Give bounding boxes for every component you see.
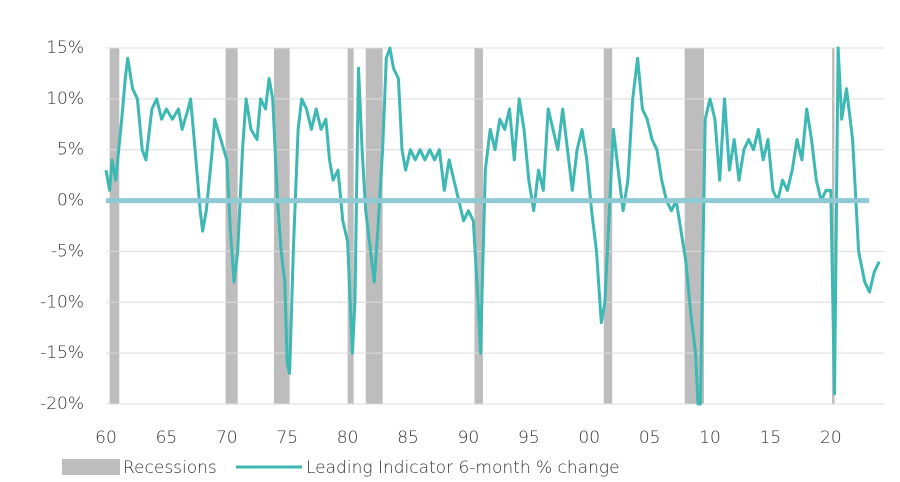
x-tick-label: 05 [639,428,661,448]
recession-band [347,48,354,404]
recession-band [365,48,383,404]
legend-label: Recessions [123,458,217,478]
x-tick-label: 80 [337,428,359,448]
recession-band [832,48,835,404]
legend-swatch-recessions [62,459,120,475]
x-tick-label: 65 [156,428,178,448]
y-tick-label: 0% [57,191,84,211]
x-tick-label: 15 [760,428,782,448]
series-line [104,46,881,406]
y-tick-label: -10% [40,292,84,312]
y-tick-label: -15% [40,343,84,363]
x-tick-label: 60 [95,428,117,448]
x-tick-label: 85 [397,428,419,448]
legend-label: Leading Indicator 6-month % change [306,458,620,478]
y-tick-label: -20% [40,394,84,414]
y-tick-label: 15% [46,38,84,58]
x-tick-label: 70 [216,428,238,448]
y-tick-label: -5% [51,241,84,261]
x-tick-label: 90 [458,428,480,448]
x-tick-label: 20 [820,428,842,448]
x-tick-label: 00 [578,428,600,448]
x-tick-label: 10 [699,428,721,448]
recession-band [109,48,120,404]
y-tick-label: 10% [46,89,84,109]
grid [106,47,884,405]
y-tick-label: 5% [57,140,84,160]
x-tick-label: 95 [518,428,540,448]
x-tick-label: 75 [276,428,298,448]
recession-band [474,48,483,404]
